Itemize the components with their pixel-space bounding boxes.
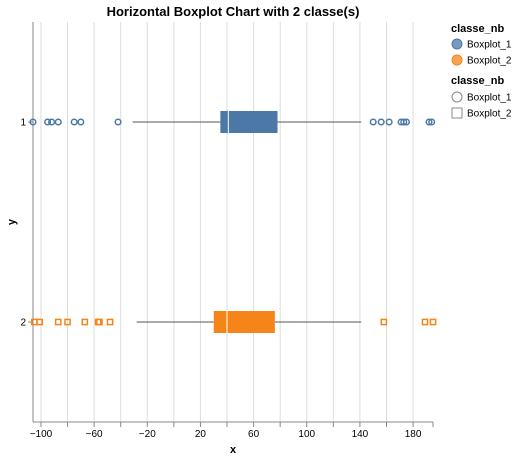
- outlier-point: [380, 318, 388, 326]
- x-tick-label: −60: [86, 429, 103, 440]
- x-tick-label: 140: [352, 429, 369, 440]
- outlier-point: [81, 318, 89, 326]
- outlier-point: [29, 118, 37, 126]
- outlier-point: [114, 118, 122, 126]
- axes: −100 −60 −20 20 60 100 140 180 1 2: [20, 22, 434, 440]
- outlier-point: [402, 118, 410, 126]
- outlier-point: [70, 118, 78, 126]
- circle-icon: [451, 91, 463, 103]
- x-axis-title: x: [230, 444, 237, 456]
- outlier-point: [369, 118, 377, 126]
- legend-shape-label: Boxplot_2: [467, 109, 512, 120]
- outlier-point: [400, 118, 408, 126]
- y-tick-label: 1: [20, 118, 26, 129]
- boxplot-marks: [29, 111, 437, 333]
- outlier-point: [36, 318, 43, 326]
- outlier-point: [48, 118, 56, 126]
- outlier-point: [54, 318, 62, 326]
- box-iqr: [220, 111, 278, 133]
- chart-title: Horizontal Boxplot Chart with 2 classe(s…: [107, 4, 360, 19]
- square-icon: [451, 107, 463, 119]
- y-tick-label: 2: [20, 318, 26, 329]
- legend-shape-title: classe_nb: [451, 75, 504, 87]
- x-tick-label: −100: [30, 429, 53, 440]
- outlier-point: [385, 118, 393, 126]
- legend-color-title: classe_nb: [451, 23, 504, 35]
- legend-color-swatch: [451, 54, 463, 66]
- grid-lines: [40, 22, 414, 422]
- legend-shape-label: Boxplot_1: [467, 93, 512, 104]
- outlier-point: [44, 118, 52, 126]
- outlier-point: [429, 318, 437, 326]
- outlier-point: [106, 318, 114, 326]
- outlier-point: [377, 118, 385, 126]
- outlier-point: [428, 118, 436, 126]
- x-tick-label: −20: [139, 429, 156, 440]
- outlier-point: [77, 118, 85, 126]
- x-tick-label: 180: [405, 429, 422, 440]
- x-tick-label: 20: [195, 429, 207, 440]
- legend-color-swatch: [451, 38, 463, 50]
- outlier-point: [54, 118, 62, 126]
- x-tick-label: 100: [298, 429, 315, 440]
- legend: classe_nb classe_nb Boxplot_1 Boxplot_2 Bo…: [451, 23, 512, 120]
- y-axis-title: y: [6, 218, 18, 225]
- box-iqr: [213, 311, 275, 333]
- outlier-point: [96, 318, 103, 326]
- x-tick-label: 60: [248, 429, 260, 440]
- boxplot-boxplot-2: [30, 311, 437, 333]
- outlier-point: [425, 118, 433, 126]
- legend-color-label: Boxplot_2: [467, 56, 512, 67]
- boxplot-boxplot-1: [29, 111, 436, 133]
- outlier-point: [64, 318, 71, 326]
- outlier-point: [421, 318, 429, 326]
- legend-color-label: Boxplot_1: [467, 40, 512, 51]
